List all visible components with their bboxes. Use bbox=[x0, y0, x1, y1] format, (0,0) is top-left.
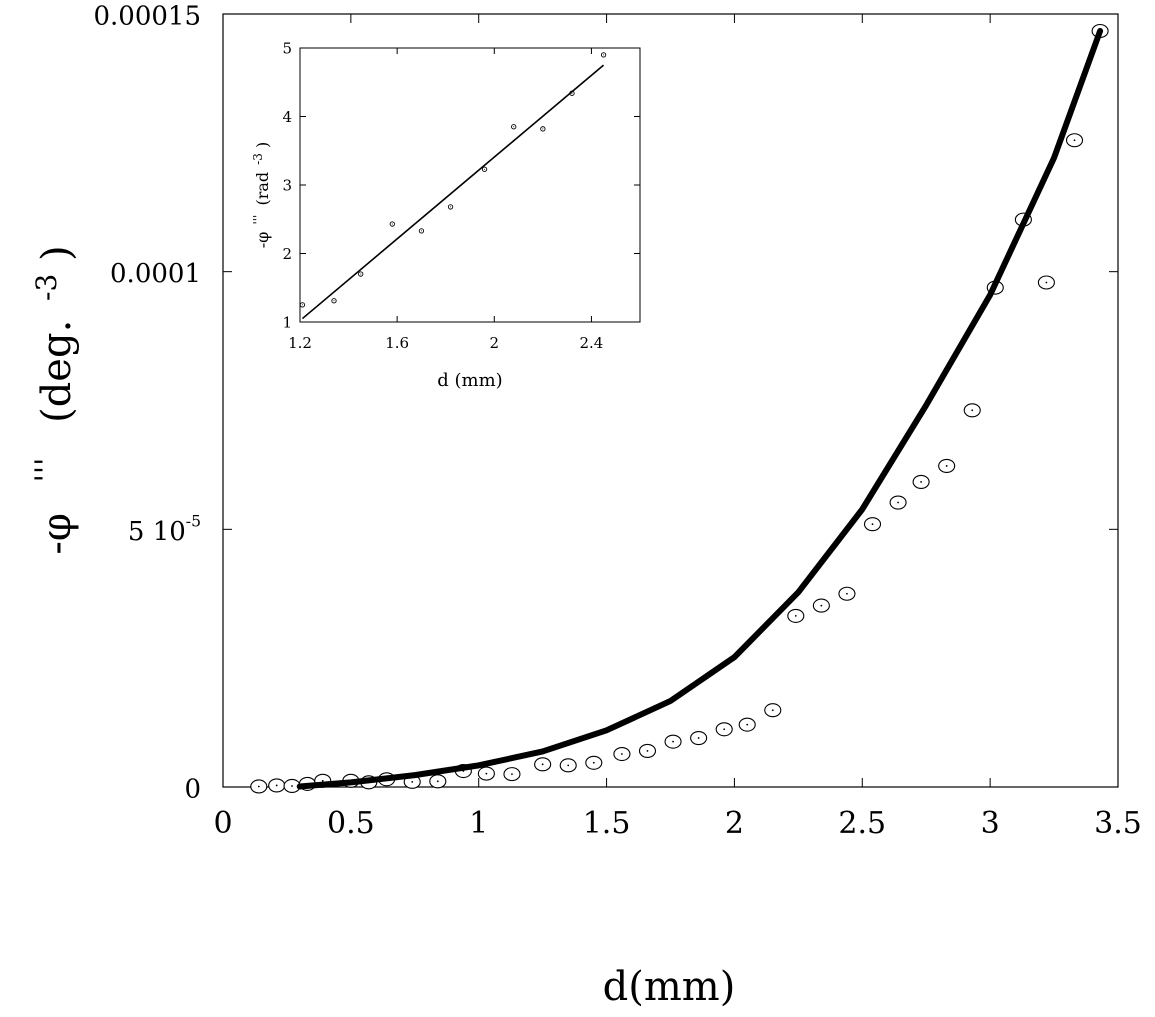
inset-data-point-center bbox=[333, 300, 335, 302]
inset-data-point-center bbox=[513, 126, 515, 128]
main-data-point-center bbox=[485, 772, 488, 775]
main-data-point-center bbox=[1045, 281, 1048, 284]
main-x-tick-label: 0 bbox=[213, 806, 232, 841]
main-y-axis-label: -φ ''' (deg. -3 ) bbox=[20, 245, 80, 554]
main-y-tick-label: 0.0001 bbox=[110, 259, 201, 289]
main-data-point-center bbox=[541, 763, 544, 766]
inset-y-tick-label: 1 bbox=[282, 313, 292, 331]
inset-background bbox=[300, 48, 640, 322]
main-x-axis-label: d(mm) bbox=[603, 964, 736, 1010]
main-data-point-center bbox=[291, 785, 293, 787]
inset-y-axis-unit-close: ) bbox=[253, 142, 272, 148]
inset-fit-line bbox=[301, 64, 605, 320]
main-y-axis-primes: ''' bbox=[29, 458, 64, 483]
main-data-point-center bbox=[697, 737, 700, 739]
inset-y-tick-label: 5 bbox=[282, 39, 292, 57]
main-data-point-center bbox=[621, 753, 623, 755]
main-plot-frame bbox=[222, 13, 1119, 788]
main-data-point-center bbox=[257, 785, 260, 788]
main-data-point-center bbox=[871, 523, 874, 526]
main-y-tick-label: 5 10-5 bbox=[128, 512, 201, 547]
inset-data-point-center bbox=[450, 206, 452, 208]
main-data-point-center bbox=[321, 779, 324, 782]
main-data-point-center bbox=[746, 723, 749, 726]
inset-y-axis-primes: ''' bbox=[251, 215, 265, 225]
main-x-tick-label: 2.5 bbox=[838, 806, 886, 841]
main-data-point-center bbox=[897, 501, 899, 504]
inset-chart: 1.2 1.6 2 2.4 1 2 3 4 5 d (mm) -φ ''' (rad -3 ) bbox=[247, 39, 641, 391]
inset-data-point-center bbox=[484, 168, 486, 170]
inset-y-tick-label: 3 bbox=[282, 176, 292, 194]
inset-data-point-center bbox=[603, 54, 605, 56]
main-data-point-center bbox=[275, 784, 278, 787]
main-fit-curve bbox=[296, 28, 1104, 790]
inset-x-axis-label: d (mm) bbox=[437, 370, 502, 391]
main-x-tick-labels: 0 0.5 1 1.5 2 2.5 3 3.5 bbox=[213, 806, 1141, 841]
inset-x-tick-label: 1.6 bbox=[385, 334, 409, 352]
main-y-tick-label: 0 bbox=[184, 775, 201, 805]
main-y-tick-labels: 0 5 10-5 0.0001 0.00015 bbox=[93, 2, 201, 805]
inset-y-axis-unit: (rad bbox=[253, 172, 272, 206]
main-data-point-center bbox=[820, 604, 823, 607]
inset-series bbox=[299, 52, 607, 320]
main-data-point-center bbox=[592, 761, 595, 764]
inset-x-tick-labels: 1.2 1.6 2 2.4 bbox=[288, 334, 603, 352]
main-data-point-center bbox=[646, 750, 649, 752]
inset-y-axis-unit-exp: -3 bbox=[251, 153, 265, 165]
main-data-point-center bbox=[945, 465, 948, 467]
main-x-tick-label: 1.5 bbox=[583, 806, 631, 841]
main-x-tick-label: 0.5 bbox=[327, 806, 375, 841]
main-x-tick-label: 3 bbox=[981, 806, 1000, 841]
inset-y-axis-symbol: -φ bbox=[253, 232, 272, 249]
main-data-point-center bbox=[846, 592, 848, 595]
main-x-tick-label: 1 bbox=[469, 806, 488, 841]
main-data-point-center bbox=[920, 481, 922, 483]
inset-data-point-center bbox=[542, 128, 544, 130]
main-data-point-center bbox=[1073, 139, 1076, 142]
main-y-axis-unit: (deg. bbox=[34, 320, 80, 423]
inset-data-point-center bbox=[391, 223, 393, 225]
inset-y-tick-labels: 1 2 3 4 5 bbox=[282, 39, 292, 331]
inset-y-axis-label: -φ ''' (rad -3 ) bbox=[247, 142, 272, 249]
inset-x-tick-label: 2.4 bbox=[579, 334, 603, 352]
main-x-tick-label: 3.5 bbox=[1094, 806, 1142, 841]
inset-axis-ticks bbox=[299, 47, 640, 323]
main-series bbox=[250, 23, 1109, 794]
inset-data-point-center bbox=[360, 273, 362, 275]
main-data-point-center bbox=[411, 780, 414, 783]
main-data-point-center bbox=[771, 709, 774, 712]
inset-x-tick-label: 2 bbox=[490, 334, 500, 352]
main-data-point-center bbox=[672, 740, 674, 743]
main-axis-ticks bbox=[222, 13, 1119, 788]
main-y-tick-label: 0.00015 bbox=[93, 2, 201, 32]
inset-data-point-center bbox=[420, 230, 422, 232]
main-data-point-center bbox=[436, 780, 439, 783]
inset-y-tick-label: 2 bbox=[282, 245, 292, 263]
main-y-axis-unit-close: ) bbox=[34, 245, 80, 261]
inset-y-tick-label: 4 bbox=[282, 108, 292, 126]
inset-x-tick-label: 1.2 bbox=[288, 334, 312, 352]
main-y-axis-symbol: -φ bbox=[34, 513, 80, 555]
main-data-point-center bbox=[511, 773, 513, 776]
inset-data-point-center bbox=[301, 304, 303, 306]
main-data-point-center bbox=[971, 409, 974, 412]
inset-data-point-center bbox=[571, 92, 573, 94]
main-chart: 0 0.5 1 1.5 2 2.5 3 3.5 0 5 10-5 0.0001 0.00015 d(… bbox=[20, 2, 1142, 1011]
main-x-tick-label: 2 bbox=[725, 806, 744, 841]
main-y-axis-unit-exp: -3 bbox=[30, 274, 63, 301]
main-data-point-center bbox=[723, 728, 726, 731]
main-data-point-center bbox=[567, 764, 570, 767]
main-data-point-center bbox=[794, 615, 797, 617]
